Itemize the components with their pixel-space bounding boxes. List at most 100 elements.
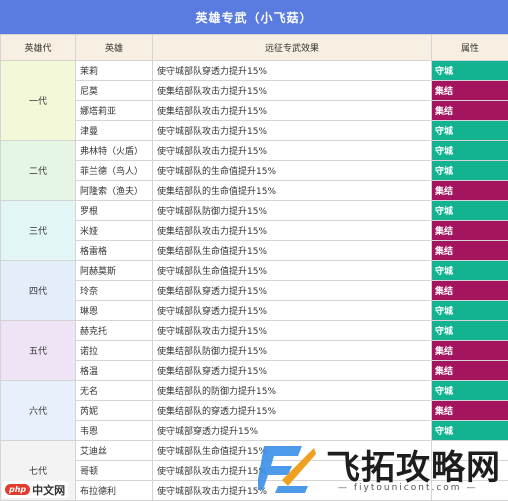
php-watermark-text: 中文网 [32,482,65,498]
generation-cell: 二代 [1,141,76,201]
table-row: 娜塔莉亚使集结部队攻击力提升15%集结 [1,101,508,121]
attribute-badge-rally: 集结 [432,401,508,421]
hero-name-cell: 诺拉 [76,341,153,361]
hero-weapon-table: 英雄代 英雄 远征专武效果 属性 一代茉莉使守城部队穿透力提升15%守城尼莫使集… [0,34,508,501]
effect-cell: 使守城部队防御力提升15% [153,201,432,221]
attribute-badge-defend: 守城 [432,421,508,441]
table-row: 六代无名使集结部队的防御力提升15%守城 [1,381,508,401]
hero-name-cell: 格雷格 [76,241,153,261]
table-row: 格雷格使集结部队生命值提升15%集结 [1,241,508,261]
hero-name-cell: 格温 [76,361,153,381]
table-header-row: 英雄代 英雄 远征专武效果 属性 [1,35,508,61]
effect-cell: 使集结部队穿透力提升15% [153,361,432,381]
attribute-badge-defend: 守城 [432,201,508,221]
attribute-badge-rally: 集结 [432,341,508,361]
table-row: 米娅使集结部队攻击力提升15%集结 [1,221,508,241]
table-row: 津曼使守城部队攻击力提升15%守城 [1,121,508,141]
generation-cell: 四代 [1,261,76,321]
effect-cell: 使集结部队攻击力提升15% [153,221,432,241]
hero-name-cell: 艾迪丝 [76,441,153,461]
effect-cell: 使守城部队攻击力提升15% [153,321,432,341]
effect-cell: 使集结部队的生命值提升15% [153,181,432,201]
generation-cell: 一代 [1,61,76,141]
table-row: 韦恩使守城部穿透力提升15%守城 [1,421,508,441]
site-logo-icon [258,440,318,496]
attribute-badge-rally: 集结 [432,221,508,241]
table-body: 一代茉莉使守城部队穿透力提升15%守城尼莫使集结部队攻击力提升15%集结娜塔莉亚… [1,61,508,501]
attribute-badge-defend: 守城 [432,161,508,181]
attribute-badge-defend: 守城 [432,321,508,341]
attribute-badge-rally: 集结 [432,81,508,101]
attribute-badge-defend: 守城 [432,301,508,321]
table-row: 琳恩使守城部队穿透力提升15%守城 [1,301,508,321]
hero-name-cell: 罗根 [76,201,153,221]
site-watermark-url: — fiytounicont.com — [338,483,477,493]
page-title-text: 英雄专武（小飞菇） [195,9,312,26]
table-row: 格温使集结部队穿透力提升15%集结 [1,361,508,381]
hero-name-cell: 赫克托 [76,321,153,341]
table-row: 一代茉莉使守城部队穿透力提升15%守城 [1,61,508,81]
hero-name-cell: 阿赫莫斯 [76,261,153,281]
effect-cell: 使集结部队穿透力提升15% [153,281,432,301]
hero-name-cell: 韦恩 [76,421,153,441]
column-header-hero: 英雄 [76,35,153,61]
hero-name-cell: 娜塔莉亚 [76,101,153,121]
effect-cell: 使守城部队的生命值提升15% [153,161,432,181]
site-watermark-name: 飞拓攻略网 [326,440,501,489]
hero-name-cell: 布拉德利 [76,481,153,501]
column-header-generation: 英雄代 [1,35,76,61]
table-row: 二代弗林特（火盾）使守城部队攻击力提升15%守城 [1,141,508,161]
attribute-badge-rally: 集结 [432,101,508,121]
hero-name-cell: 菲兰德（鸟人） [76,161,153,181]
column-header-attribute: 属性 [432,35,508,61]
hero-name-cell: 阿隆索（渔夫） [76,181,153,201]
effect-cell: 使集结部队生命值提升15% [153,241,432,261]
effect-cell: 使集结部队防御力提升15% [153,341,432,361]
table-row: 尼莫使集结部队攻击力提升15%集结 [1,81,508,101]
effect-cell: 使集结部队攻击力提升15% [153,81,432,101]
attribute-badge-defend: 守城 [432,381,508,401]
attribute-badge-defend: 守城 [432,261,508,281]
attribute-badge-rally: 集结 [432,281,508,301]
generation-cell: 六代 [1,381,76,441]
attribute-badge-rally: 集结 [432,241,508,261]
table-row: 阿隆索（渔夫）使集结部队的生命值提升15%集结 [1,181,508,201]
page-title: 英雄专武（小飞菇） [0,0,508,34]
table-row: 五代赫克托使守城部队攻击力提升15%守城 [1,321,508,341]
generation-cell: 五代 [1,321,76,381]
effect-cell: 使集结部队的防御力提升15% [153,381,432,401]
effect-cell: 使守城部队穿透力提升15% [153,301,432,321]
effect-cell: 使守城部队生命值提升15% [153,261,432,281]
effect-cell: 使守城部队攻击力提升15% [153,121,432,141]
php-watermark: php 中文网 [2,481,68,498]
hero-name-cell: 哥顿 [76,461,153,481]
effect-cell: 使守城部穿透力提升15% [153,421,432,441]
site-watermark: 飞拓攻略网 — fiytounicont.com — [258,440,506,498]
hero-name-cell: 尼莫 [76,81,153,101]
table-row: 诺拉使集结部队防御力提升15%集结 [1,341,508,361]
hero-name-cell: 琳恩 [76,301,153,321]
attribute-badge-defend: 守城 [432,121,508,141]
attribute-badge-defend: 守城 [432,141,508,161]
hero-name-cell: 米娅 [76,221,153,241]
effect-cell: 使守城部队攻击力提升15% [153,141,432,161]
hero-name-cell: 无名 [76,381,153,401]
column-header-effect: 远征专武效果 [153,35,432,61]
attribute-badge-rally: 集结 [432,181,508,201]
hero-name-cell: 茉莉 [76,61,153,81]
generation-cell: 三代 [1,201,76,261]
hero-name-cell: 津曼 [76,121,153,141]
table-row: 菲兰德（鸟人）使守城部队的生命值提升15%守城 [1,161,508,181]
table-row: 四代阿赫莫斯使守城部队生命值提升15%守城 [1,261,508,281]
attribute-badge-defend: 守城 [432,61,508,81]
hero-name-cell: 芮妮 [76,401,153,421]
hero-name-cell: 弗林特（火盾） [76,141,153,161]
table-row: 芮妮使集结部队的穿透力提升15%集结 [1,401,508,421]
table-row: 玲奈使集结部队穿透力提升15%集结 [1,281,508,301]
table-row: 三代罗根使守城部队防御力提升15%守城 [1,201,508,221]
effect-cell: 使集结部队攻击力提升15% [153,101,432,121]
effect-cell: 使守城部队穿透力提升15% [153,61,432,81]
effect-cell: 使集结部队的穿透力提升15% [153,401,432,421]
hero-name-cell: 玲奈 [76,281,153,301]
attribute-badge-rally: 集结 [432,361,508,381]
